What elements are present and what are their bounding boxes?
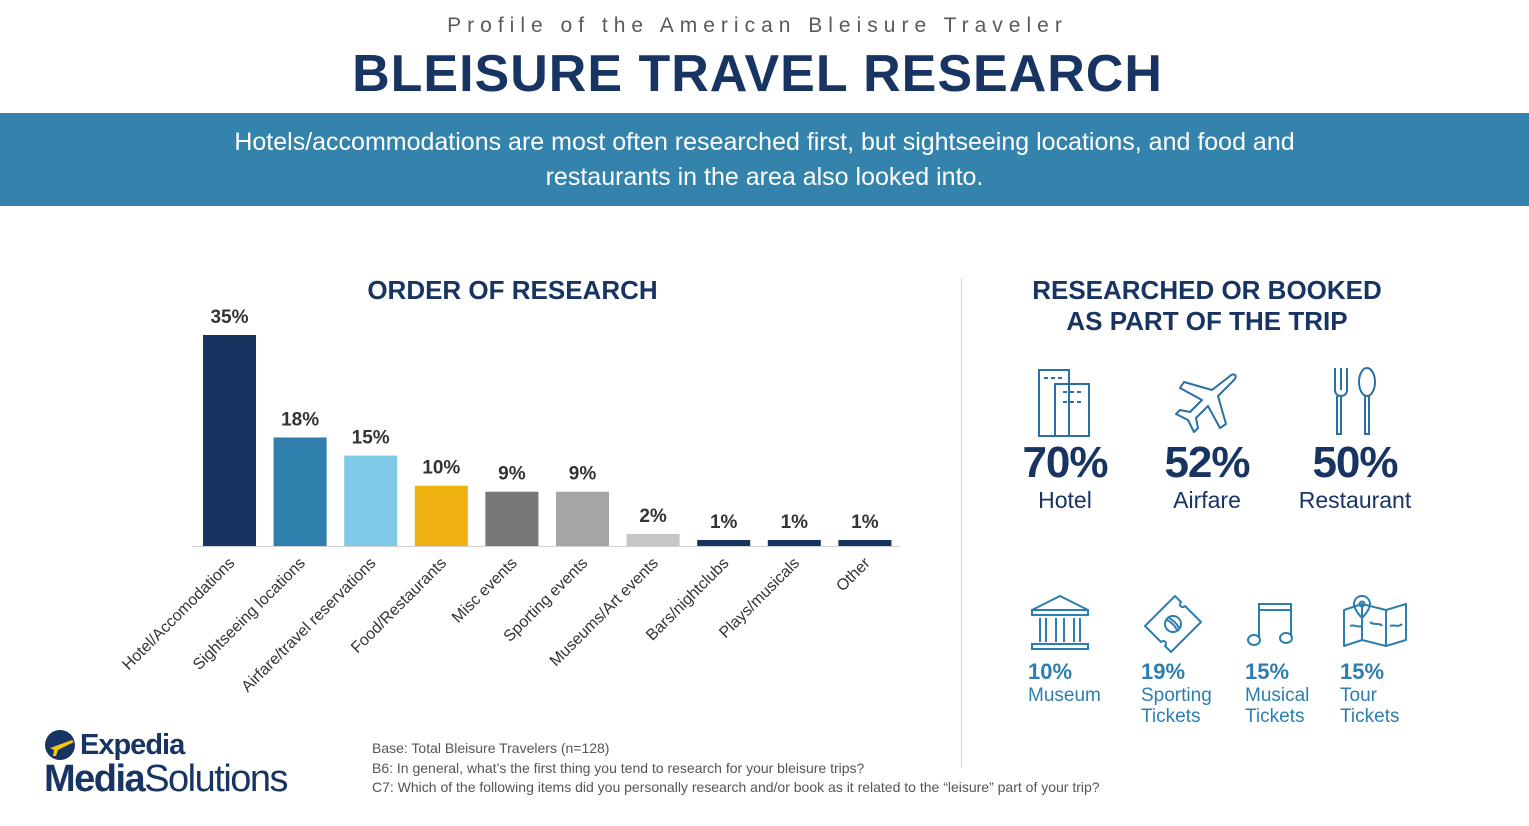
museum-percent: 10% <box>1028 659 1073 684</box>
chart-title: ORDER OF RESEARCH <box>367 275 658 305</box>
sporting-label: Sporting Tickets <box>1141 685 1212 727</box>
bar-value-label-7: 1% <box>710 512 738 533</box>
stat-hotel: 70% Hotel <box>995 362 1135 514</box>
bar-value-label-4: 9% <box>498 464 526 485</box>
category-label-4: Misc events <box>449 555 521 627</box>
airplane-icon <box>1175 373 1237 433</box>
musical-label: Musical Tickets <box>1245 685 1310 727</box>
sporting-percent: 19% <box>1141 659 1186 684</box>
bar-7 <box>697 539 751 546</box>
bar-5 <box>556 491 609 546</box>
bar-0 <box>203 335 256 546</box>
bar-4 <box>485 491 539 546</box>
tour-label: Tour Tickets <box>1340 685 1400 727</box>
logo-media: Media <box>44 758 146 800</box>
section-divider <box>961 278 962 768</box>
fork-spoon-icon <box>1334 367 1376 435</box>
logo-media-solutions: MediaSolutions <box>44 758 289 800</box>
restaurant-label: Restaurant <box>1298 487 1412 513</box>
footnote-b6: B6: In general, what’s the first thing y… <box>372 759 865 776</box>
footnote-c7: C7: Which of the following items did you… <box>372 779 1100 795</box>
stat-tour-tickets: 15% Tour Tickets <box>1340 592 1440 727</box>
category-label-9: Other <box>833 554 874 595</box>
bar-8 <box>767 539 821 546</box>
bar-6 <box>626 533 680 546</box>
bar-value-label-0: 35% <box>210 307 248 328</box>
bar-value-label-6: 2% <box>639 506 667 527</box>
bar-value-label-3: 10% <box>422 458 460 479</box>
musical-percent: 15% <box>1245 659 1290 684</box>
bar-value-label-1: 18% <box>281 409 319 430</box>
footnotes: Base: Total Bleisure Travelers (n=128) B… <box>372 739 1100 798</box>
music-note-icon <box>1247 603 1293 646</box>
museum-label: Museum <box>1028 685 1101 706</box>
airfare-percent: 52% <box>1164 438 1250 487</box>
stat-restaurant: 50% Restaurant <box>1285 362 1425 514</box>
researched-heading: RESEARCHED OR BOOKED AS PART OF THE TRIP <box>1032 275 1382 336</box>
report-title: BLEISURE TRAVEL RESEARCH <box>352 45 1163 103</box>
hotel-label: Hotel <box>1038 487 1092 513</box>
bar-value-label-8: 1% <box>781 512 809 533</box>
stat-musical-tickets: 15% Musical Tickets <box>1245 592 1345 727</box>
expedia-plane-logo-icon <box>45 730 75 760</box>
restaurant-percent: 50% <box>1312 438 1398 487</box>
stat-museum: 10% Museum <box>1028 592 1128 706</box>
category-label-2: Airfare/travel reservations <box>239 555 380 696</box>
banner-text: Hotels/accommodations are most often res… <box>234 127 1295 191</box>
summary-banner: Hotels/accommodations are most often res… <box>0 113 1529 206</box>
stat-airfare: 52% Airfare <box>1137 362 1277 514</box>
building-icon <box>1038 369 1090 437</box>
bar-1 <box>273 437 327 546</box>
bar-3 <box>414 485 468 546</box>
expedia-media-solutions-logo: Expedia MediaSolutions <box>44 728 289 800</box>
footnote-base: Base: Total Bleisure Travelers (n=128) <box>372 740 610 756</box>
stat-sporting-tickets: 19% Sporting Tickets <box>1141 592 1241 727</box>
ticket-icon <box>1144 595 1202 653</box>
report-subtitle: Profile of the American Bleisure Travele… <box>447 14 1068 37</box>
map-icon <box>1343 595 1407 647</box>
logo-solutions: Solutions <box>144 758 288 800</box>
airfare-label: Airfare <box>1173 487 1241 513</box>
logo-expedia: Expedia <box>80 728 185 761</box>
bar-value-label-2: 15% <box>352 428 390 449</box>
bar-9 <box>838 539 892 546</box>
hotel-percent: 70% <box>1022 438 1108 487</box>
bar-value-label-9: 1% <box>851 512 879 533</box>
category-label-0: Hotel/Accomodations <box>119 555 238 674</box>
bar-value-label-5: 9% <box>569 464 597 485</box>
bar-2 <box>344 455 398 546</box>
tour-percent: 15% <box>1340 659 1385 684</box>
museum-icon <box>1031 594 1089 650</box>
